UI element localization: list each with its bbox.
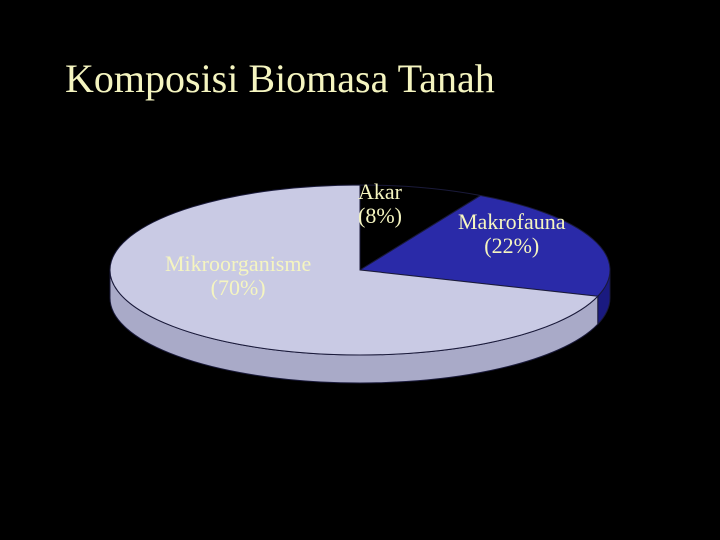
- label-mikro-name: Mikroorganisme: [165, 251, 311, 276]
- label-akar-name: Akar: [358, 179, 402, 204]
- label-makrofauna: Makrofauna (22%): [458, 210, 566, 258]
- label-mikro-value: (70%): [211, 275, 266, 300]
- label-makro-name: Makrofauna: [458, 209, 566, 234]
- page-title: Komposisi Biomasa Tanah: [0, 0, 720, 102]
- label-makro-value: (22%): [484, 233, 539, 258]
- label-mikroorganisme: Mikroorganisme (70%): [165, 252, 311, 300]
- label-akar: Akar (8%): [358, 180, 402, 228]
- label-akar-value: (8%): [358, 203, 402, 228]
